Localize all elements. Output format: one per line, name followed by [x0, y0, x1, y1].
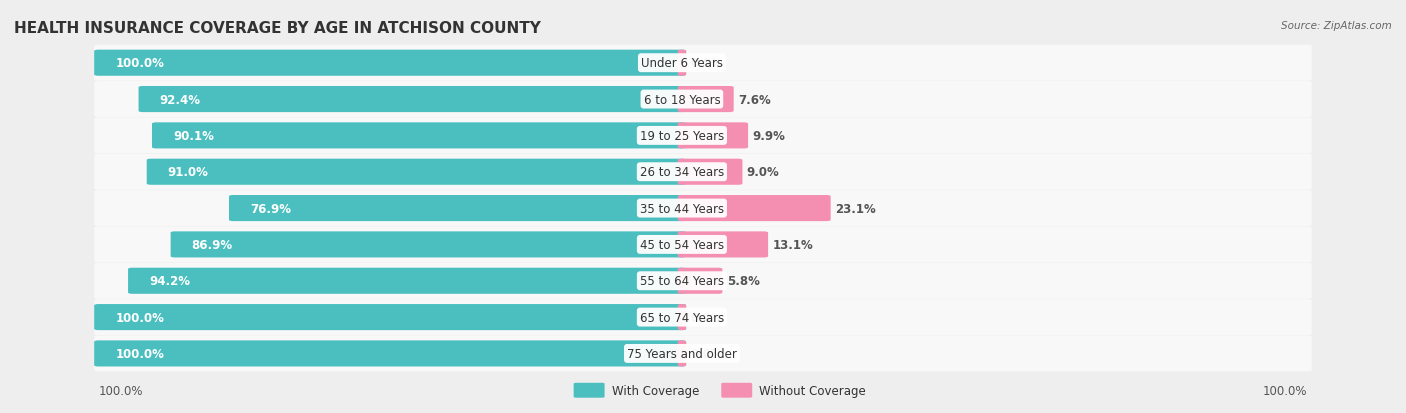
Text: 75 Years and older: 75 Years and older — [627, 347, 737, 360]
Text: 92.4%: 92.4% — [160, 93, 201, 106]
FancyBboxPatch shape — [94, 304, 686, 330]
FancyBboxPatch shape — [94, 154, 1312, 190]
FancyBboxPatch shape — [94, 299, 1312, 335]
FancyBboxPatch shape — [94, 227, 1312, 263]
Text: 6 to 18 Years: 6 to 18 Years — [644, 93, 720, 106]
Text: 91.0%: 91.0% — [167, 166, 208, 179]
FancyBboxPatch shape — [94, 191, 1312, 226]
FancyBboxPatch shape — [678, 341, 686, 367]
FancyBboxPatch shape — [721, 383, 752, 398]
FancyBboxPatch shape — [678, 195, 831, 222]
FancyBboxPatch shape — [94, 118, 1312, 154]
FancyBboxPatch shape — [94, 50, 686, 76]
Text: 100.0%: 100.0% — [1263, 384, 1308, 397]
Text: Under 6 Years: Under 6 Years — [641, 57, 723, 70]
FancyBboxPatch shape — [152, 123, 686, 149]
FancyBboxPatch shape — [229, 195, 686, 222]
Text: 9.0%: 9.0% — [747, 166, 779, 179]
FancyBboxPatch shape — [94, 336, 1312, 371]
FancyBboxPatch shape — [94, 263, 1312, 299]
Text: 9.9%: 9.9% — [752, 130, 785, 142]
Text: 86.9%: 86.9% — [191, 238, 233, 251]
FancyBboxPatch shape — [146, 159, 686, 185]
Text: 5.8%: 5.8% — [727, 275, 759, 287]
FancyBboxPatch shape — [170, 232, 686, 258]
Text: 45 to 54 Years: 45 to 54 Years — [640, 238, 724, 251]
Text: Source: ZipAtlas.com: Source: ZipAtlas.com — [1281, 21, 1392, 31]
Text: 55 to 64 Years: 55 to 64 Years — [640, 275, 724, 287]
FancyBboxPatch shape — [94, 341, 686, 367]
Text: 23.1%: 23.1% — [835, 202, 876, 215]
FancyBboxPatch shape — [574, 383, 605, 398]
Text: 90.1%: 90.1% — [173, 130, 214, 142]
Text: 0.0%: 0.0% — [690, 347, 723, 360]
Text: 100.0%: 100.0% — [115, 311, 165, 324]
FancyBboxPatch shape — [678, 159, 742, 185]
Text: Without Coverage: Without Coverage — [759, 384, 866, 397]
FancyBboxPatch shape — [678, 123, 748, 149]
Text: 65 to 74 Years: 65 to 74 Years — [640, 311, 724, 324]
Text: 35 to 44 Years: 35 to 44 Years — [640, 202, 724, 215]
Text: 100.0%: 100.0% — [115, 347, 165, 360]
Text: 13.1%: 13.1% — [772, 238, 813, 251]
Text: 19 to 25 Years: 19 to 25 Years — [640, 130, 724, 142]
FancyBboxPatch shape — [678, 232, 768, 258]
Text: 7.6%: 7.6% — [738, 93, 770, 106]
FancyBboxPatch shape — [678, 87, 734, 113]
Text: 26 to 34 Years: 26 to 34 Years — [640, 166, 724, 179]
Text: HEALTH INSURANCE COVERAGE BY AGE IN ATCHISON COUNTY: HEALTH INSURANCE COVERAGE BY AGE IN ATCH… — [14, 21, 541, 36]
FancyBboxPatch shape — [678, 268, 723, 294]
FancyBboxPatch shape — [94, 82, 1312, 118]
FancyBboxPatch shape — [94, 46, 1312, 81]
Text: 100.0%: 100.0% — [115, 57, 165, 70]
Text: 94.2%: 94.2% — [149, 275, 190, 287]
Text: With Coverage: With Coverage — [612, 384, 699, 397]
Text: 0.0%: 0.0% — [690, 57, 723, 70]
FancyBboxPatch shape — [678, 50, 686, 76]
Text: 76.9%: 76.9% — [250, 202, 291, 215]
Text: 0.0%: 0.0% — [690, 311, 723, 324]
FancyBboxPatch shape — [128, 268, 686, 294]
FancyBboxPatch shape — [139, 87, 686, 113]
FancyBboxPatch shape — [678, 304, 686, 330]
Text: 100.0%: 100.0% — [98, 384, 143, 397]
